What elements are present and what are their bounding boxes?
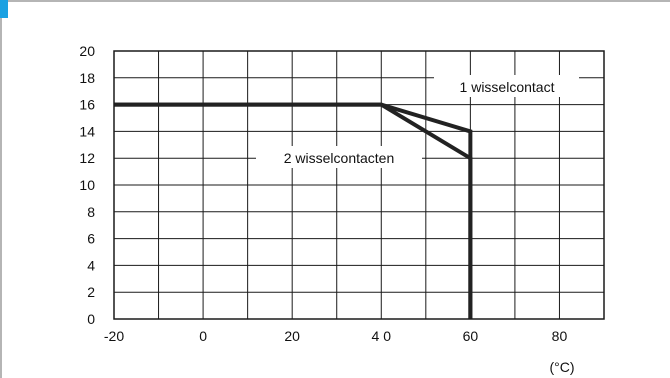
x-tick-label: 60 xyxy=(463,328,479,344)
x-unit-label: (°C) xyxy=(549,359,574,375)
series-label-two-changeovers: 2 wisselcontacten xyxy=(284,150,395,166)
y-tick-label: 20 xyxy=(79,43,95,59)
series-group xyxy=(114,102,473,319)
plot-frame xyxy=(113,50,605,320)
x-tick-labels: -20 0 20 4 0 60 80 xyxy=(104,328,568,344)
y-tick-label: 18 xyxy=(79,70,95,86)
y-tick-label: 12 xyxy=(79,150,95,166)
y-tick-label: 4 xyxy=(87,257,95,273)
accent-marker xyxy=(0,0,8,18)
y-tick-label: 10 xyxy=(79,177,95,193)
x-tick-label: 0 xyxy=(199,328,207,344)
y-tick-label: 8 xyxy=(87,204,95,220)
y-tick-label: 14 xyxy=(79,123,95,139)
series-labels: 1 wisselcontact 2 wisselcontacten xyxy=(256,75,579,168)
plot-border xyxy=(113,50,605,320)
x-tick-label: 20 xyxy=(284,328,300,344)
y-tick-label: 16 xyxy=(79,97,95,113)
x-tick-label: 4 0 xyxy=(372,328,392,344)
y-tick-labels: 0 2 4 6 8 10 12 14 16 18 20 xyxy=(79,43,95,327)
x-tick-label: 80 xyxy=(552,328,568,344)
y-tick-label: 0 xyxy=(87,311,95,327)
series-label-one-changeover: 1 wisselcontact xyxy=(460,79,555,95)
label-background xyxy=(434,75,579,97)
y-tick-label: 2 xyxy=(87,284,95,300)
frame-top-border xyxy=(0,0,670,2)
label-background xyxy=(256,146,422,168)
frame-left-border xyxy=(0,0,2,378)
series-line-two-changeovers xyxy=(114,102,473,319)
y-tick-label: 6 xyxy=(87,231,95,247)
x-tick-label: -20 xyxy=(104,328,124,344)
